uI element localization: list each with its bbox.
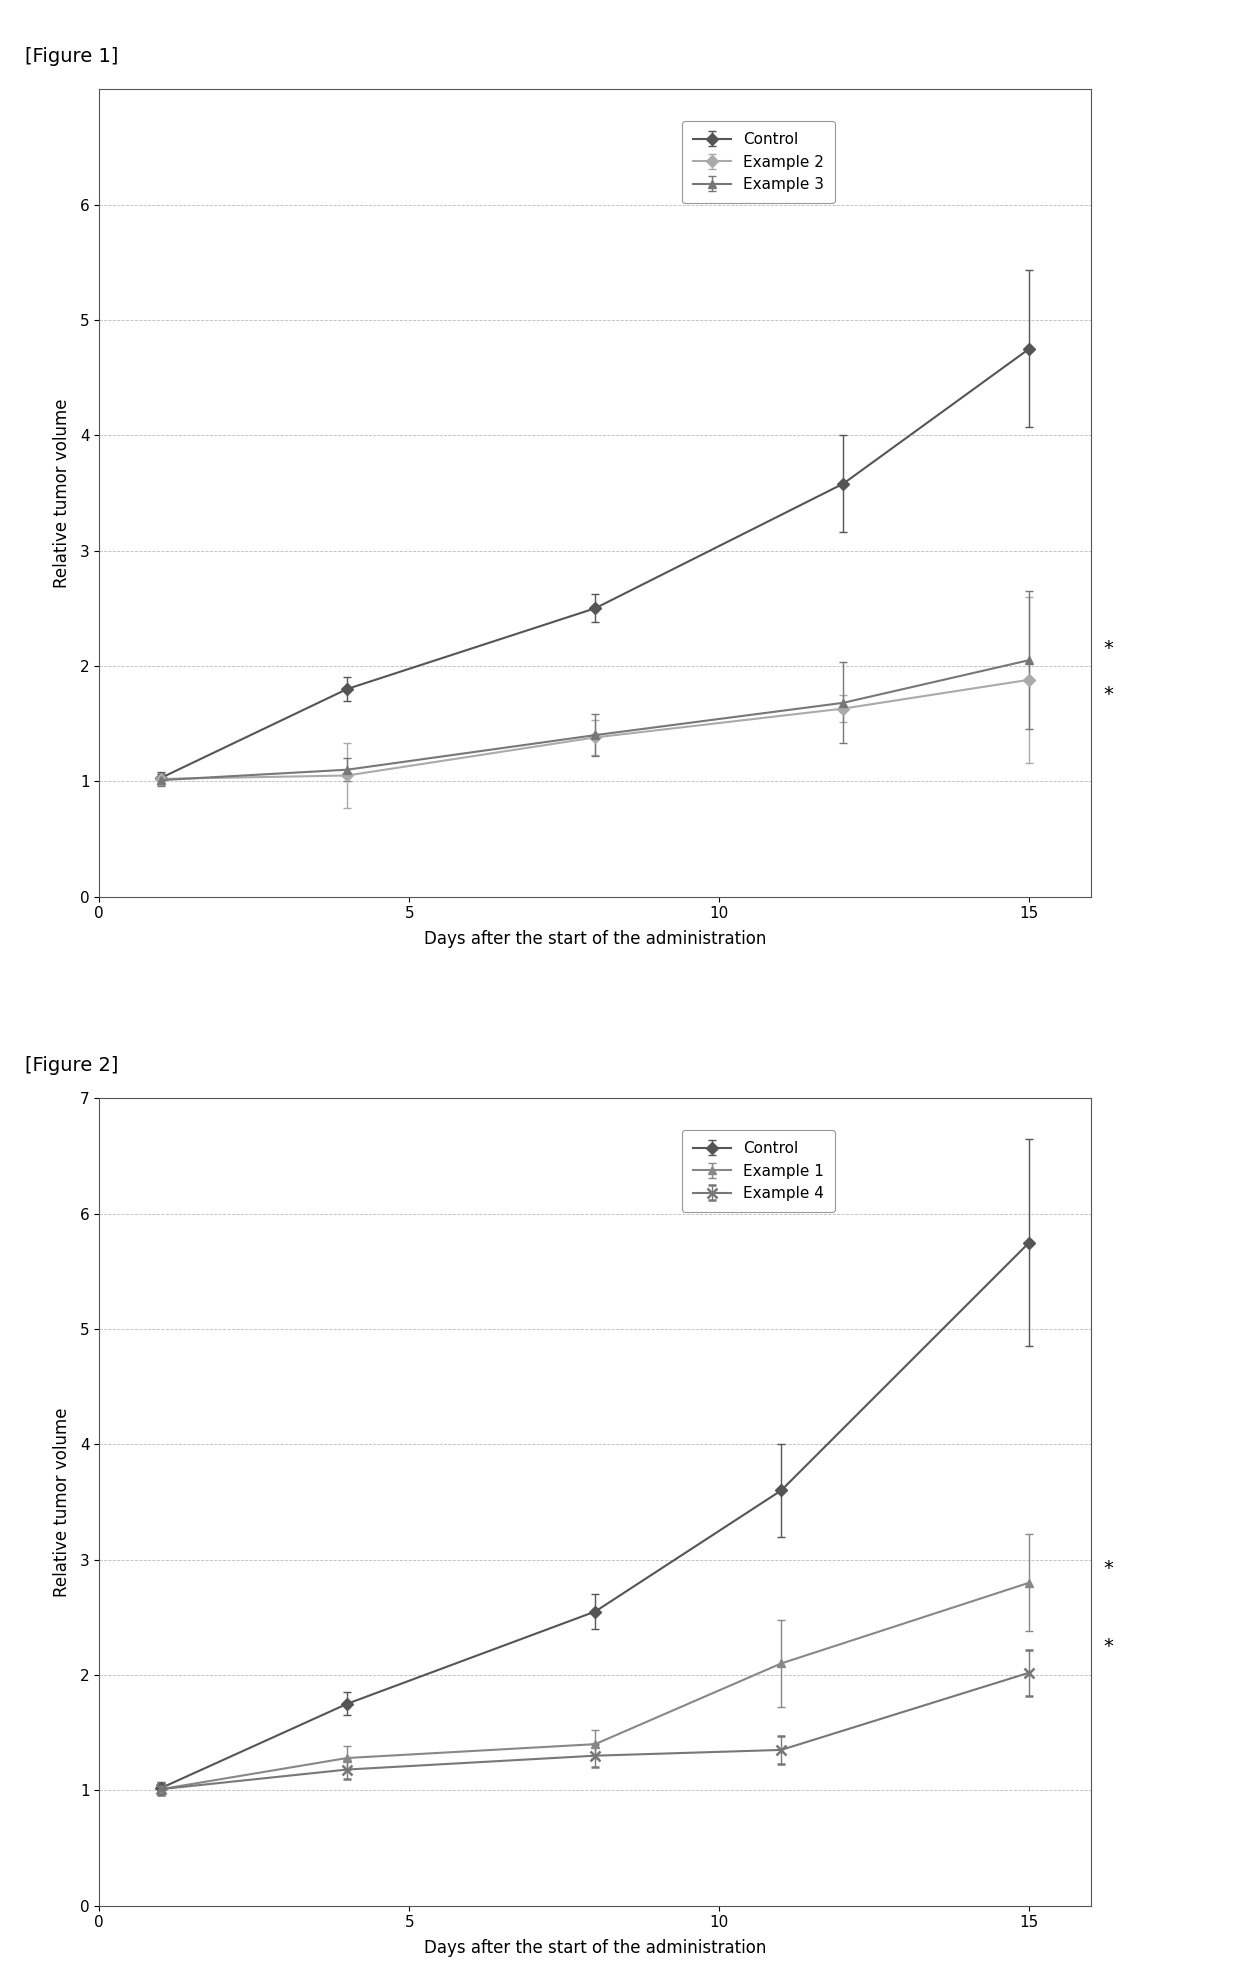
- Text: *: *: [1104, 1636, 1114, 1655]
- Legend: Control, Example 1, Example 4: Control, Example 1, Example 4: [682, 1129, 835, 1213]
- X-axis label: Days after the start of the administration: Days after the start of the administrati…: [424, 1939, 766, 1957]
- X-axis label: Days after the start of the administration: Days after the start of the administrati…: [424, 929, 766, 947]
- Legend: Control, Example 2, Example 3: Control, Example 2, Example 3: [682, 121, 835, 202]
- Text: *: *: [1104, 685, 1114, 705]
- Text: [Figure 2]: [Figure 2]: [25, 1056, 118, 1074]
- Text: *: *: [1104, 639, 1114, 659]
- Text: [Figure 1]: [Figure 1]: [25, 46, 118, 66]
- Text: *: *: [1104, 1560, 1114, 1578]
- Y-axis label: Relative tumor volume: Relative tumor volume: [53, 399, 72, 588]
- Y-axis label: Relative tumor volume: Relative tumor volume: [53, 1407, 72, 1596]
